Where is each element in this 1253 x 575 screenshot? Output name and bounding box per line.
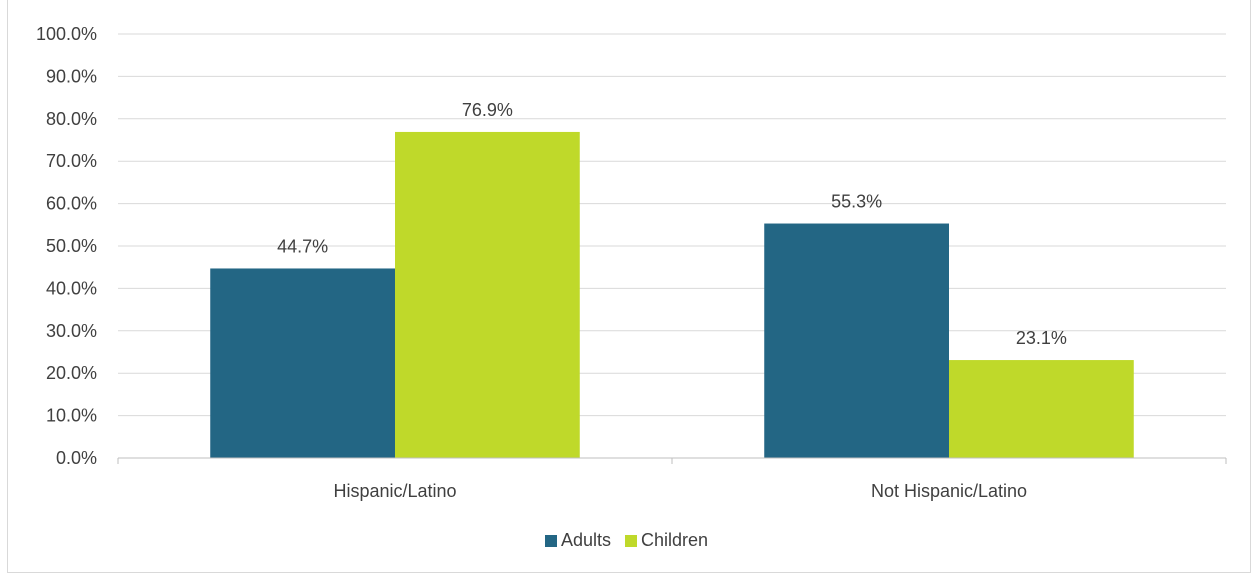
bar-adults <box>210 268 395 458</box>
y-tick-label: 50.0% <box>46 236 97 256</box>
legend-item-children: Children <box>624 530 709 551</box>
y-tick-label: 100.0% <box>36 24 97 44</box>
legend-item-adults: Adults <box>544 530 611 551</box>
legend-label-adults: Adults <box>560 530 611 550</box>
y-tick-label: 70.0% <box>46 151 97 171</box>
legend-label-children: Children <box>640 530 709 550</box>
legend-swatch-adults <box>544 534 557 547</box>
legend-swatch-children <box>624 534 637 547</box>
data-labels: 44.7% 76.9% 55.3% 23.1% <box>277 100 1067 348</box>
y-tick-label: 90.0% <box>46 66 97 86</box>
bar-children <box>395 131 580 458</box>
bar-chart: 0.0% 10.0% 20.0% 30.0% 40.0% 50.0% 60.0% 70.0% 8… <box>36 24 1227 501</box>
bars <box>210 131 1134 458</box>
data-label-adults: 44.7% <box>277 236 328 256</box>
bar-children <box>949 360 1134 458</box>
data-label-adults: 55.3% <box>831 192 882 212</box>
y-tick-label: 20.0% <box>46 363 97 383</box>
y-tick-label: 40.0% <box>46 278 97 298</box>
x-category-label: Hispanic/Latino <box>333 481 456 501</box>
y-tick-label: 0.0% <box>56 448 97 468</box>
y-tick-label: 10.0% <box>46 406 97 426</box>
y-axis-ticks: 0.0% 10.0% 20.0% 30.0% 40.0% 50.0% 60.0% 70.0% 8… <box>36 24 97 468</box>
data-label-children: 23.1% <box>1016 328 1067 348</box>
legend: Adults Children <box>0 530 1253 551</box>
x-axis: Hispanic/Latino Not Hispanic/Latino <box>117 457 1227 501</box>
y-tick-label: 30.0% <box>46 321 97 341</box>
y-tick-label: 60.0% <box>46 194 97 214</box>
x-category-label: Not Hispanic/Latino <box>871 481 1027 501</box>
data-label-children: 76.9% <box>462 100 513 120</box>
bar-adults <box>764 223 949 458</box>
y-tick-label: 80.0% <box>46 109 97 129</box>
